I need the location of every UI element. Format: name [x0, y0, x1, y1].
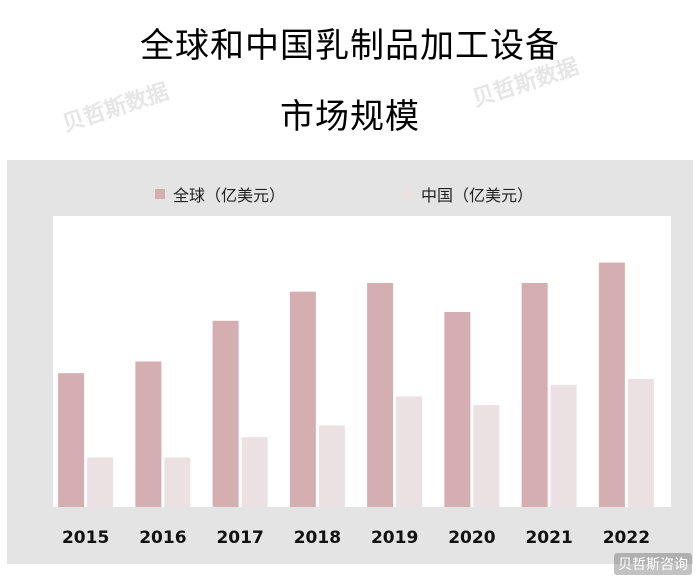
legend: 全球（亿美元） 中国（亿美元） [0, 182, 700, 205]
bar-china-2016 [164, 457, 191, 507]
bar-global-2021 [521, 282, 548, 507]
bar-china-2020 [473, 405, 500, 507]
legend-label-china: 中国（亿美元） [421, 186, 534, 205]
legend-item-global: 全球（亿美元） [155, 182, 285, 206]
bar-china-2018 [318, 425, 345, 507]
bar-china-2015 [87, 457, 114, 507]
x-axis-labels: 2015 2016 2017 2018 2019 2020 2021 2022 [62, 528, 650, 548]
bar-global-2019 [367, 282, 394, 507]
bars-group [58, 262, 654, 507]
watermark-bottom: 贝哲斯咨询 [614, 553, 692, 575]
bar-global-2016 [135, 361, 162, 507]
bar-china-2021 [550, 384, 577, 507]
bar-global-2015 [58, 373, 85, 507]
x-tick-label-2018: 2018 [294, 528, 341, 548]
bar-global-2022 [598, 262, 625, 507]
legend-swatch-china [403, 189, 413, 199]
x-tick-label-2021: 2021 [525, 528, 572, 548]
bar-china-2017 [241, 437, 268, 507]
x-tick-label-2022: 2022 [603, 528, 650, 548]
legend-item-china: 中国（亿美元） [403, 182, 533, 206]
bar-china-2022 [627, 378, 654, 507]
bar-china-2019 [396, 396, 423, 507]
chart-title-line2: 市场规模 [280, 97, 420, 137]
x-tick-label-2015: 2015 [62, 528, 109, 548]
bar-global-2018 [289, 291, 316, 507]
legend-swatch-global [155, 189, 165, 199]
x-tick-label-2017: 2017 [216, 528, 263, 548]
x-tick-label-2020: 2020 [448, 528, 495, 548]
bar-global-2017 [212, 320, 239, 507]
x-tick-label-2016: 2016 [139, 528, 186, 548]
chart-title-line1: 全球和中国乳制品加工设备 [140, 26, 560, 66]
legend-label-global: 全球（亿美元） [173, 186, 286, 205]
bar-global-2020 [444, 312, 471, 507]
x-tick-label-2019: 2019 [371, 528, 418, 548]
